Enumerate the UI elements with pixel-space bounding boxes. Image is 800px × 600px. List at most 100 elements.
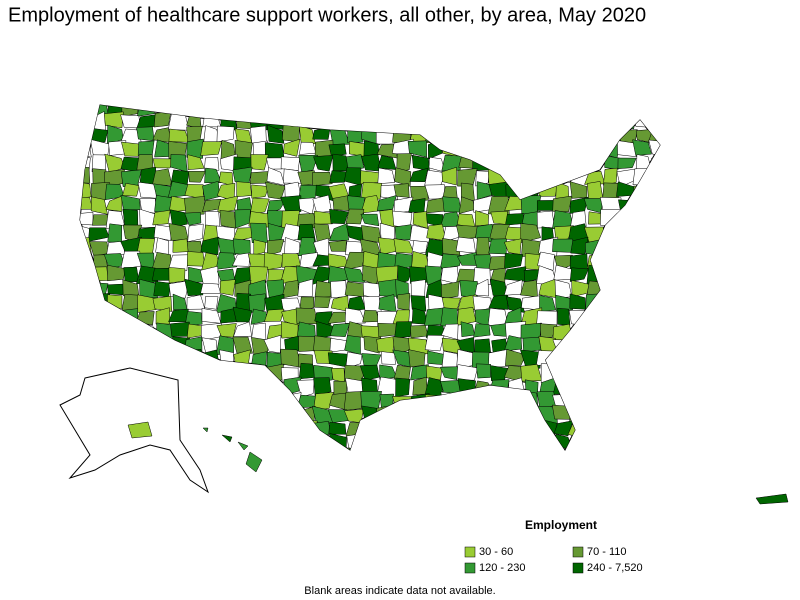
map-region [220, 448, 235, 450]
map-region [411, 110, 430, 130]
map-region [344, 307, 366, 324]
map-region [616, 362, 637, 382]
map-region [536, 200, 556, 211]
legend-swatch [464, 562, 476, 574]
map-region [231, 377, 253, 395]
map-region [90, 196, 108, 215]
map-region [648, 226, 660, 239]
map-region [472, 152, 494, 171]
map-region [219, 105, 236, 117]
map-region [651, 337, 660, 353]
map-region [186, 364, 205, 382]
map-region [649, 181, 660, 199]
map-region [296, 105, 318, 117]
map-region [554, 139, 574, 159]
map-region [331, 447, 351, 450]
map-region [601, 323, 622, 339]
map-region [297, 111, 316, 130]
map-region [184, 392, 207, 409]
map-region [185, 381, 203, 396]
map-region [633, 378, 654, 398]
map-region [187, 223, 204, 243]
map-region [520, 223, 541, 244]
map-region [344, 448, 363, 450]
map-region [153, 111, 172, 128]
map-region [410, 448, 430, 450]
map-region [137, 294, 157, 313]
map-region [188, 171, 206, 183]
map-region [217, 237, 237, 255]
map-region [263, 252, 284, 271]
map-region [407, 140, 427, 158]
map-region [266, 408, 286, 422]
map-region [170, 321, 190, 337]
map-region [552, 377, 574, 395]
map-region [393, 183, 410, 198]
map-region [506, 434, 522, 450]
map-region [250, 377, 270, 393]
map-region [204, 295, 219, 310]
map-region [104, 324, 124, 341]
map-region [409, 434, 431, 450]
map-region [488, 238, 507, 255]
map-region [540, 152, 557, 174]
map-region [187, 251, 206, 267]
map-region [281, 253, 301, 268]
map-region [632, 139, 652, 156]
map-region [456, 105, 474, 116]
map-region [603, 308, 619, 327]
map-region [552, 323, 573, 340]
map-region [199, 433, 222, 450]
map-region [632, 241, 655, 257]
map-region [217, 408, 233, 425]
map-region [80, 322, 94, 340]
map-region [410, 295, 427, 312]
map-region [568, 139, 591, 160]
map-region [425, 433, 446, 449]
map-region [568, 363, 590, 384]
map-region [635, 405, 654, 422]
map-region [492, 404, 508, 422]
map-region [617, 157, 637, 170]
map-region [604, 435, 622, 450]
map-region [584, 362, 604, 382]
map-region [296, 418, 319, 436]
map-region [616, 391, 635, 411]
map-region [349, 141, 366, 157]
map-region [233, 392, 254, 409]
map-region [441, 350, 458, 368]
map-region [105, 195, 123, 212]
map-region [236, 111, 254, 130]
map-region [219, 279, 236, 296]
map-region [220, 423, 238, 436]
map-region [648, 213, 660, 229]
map-region [586, 140, 607, 158]
map-region [167, 254, 189, 272]
map-region [652, 238, 660, 253]
map-region [313, 391, 334, 411]
map-region [252, 434, 267, 450]
map-region [634, 420, 654, 437]
map-region [616, 105, 637, 115]
map-region [122, 183, 140, 197]
map-region [103, 308, 123, 327]
map-region [651, 293, 660, 312]
map-region [474, 278, 489, 297]
map-region [507, 105, 525, 118]
map-region [552, 124, 575, 143]
map-region [200, 105, 217, 114]
map-region [508, 448, 526, 450]
map-region [568, 113, 591, 130]
map-region [234, 421, 252, 438]
map-region [169, 353, 187, 370]
map-region [219, 378, 238, 394]
map-region [440, 126, 462, 142]
map-region [396, 153, 412, 173]
map-region [184, 433, 204, 450]
map-region [457, 378, 476, 397]
map-region [652, 420, 660, 438]
map-region [408, 105, 425, 112]
map-region [298, 335, 316, 352]
map-region [473, 323, 491, 338]
map-region [586, 348, 603, 366]
